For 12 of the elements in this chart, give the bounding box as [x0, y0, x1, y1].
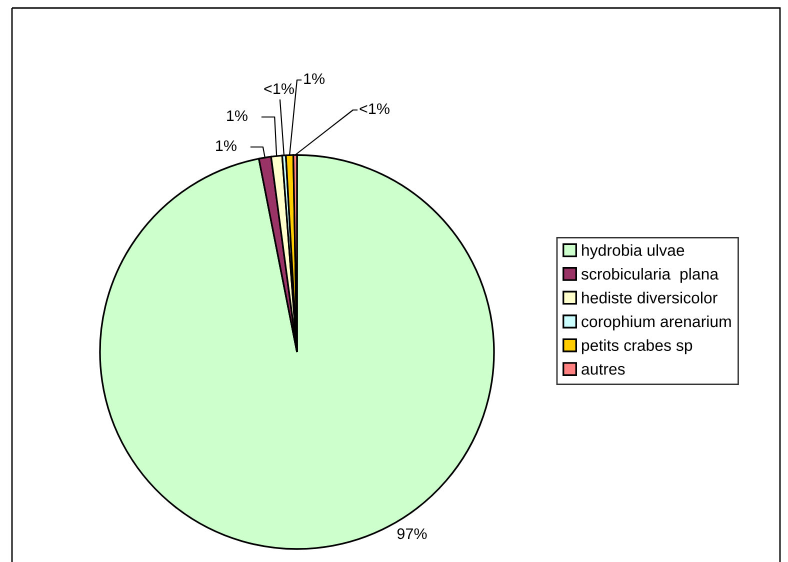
legend-label: hydrobia ulvae — [582, 244, 684, 260]
data-label: 97% — [397, 528, 427, 540]
legend-label: hediste diversicolor — [582, 292, 718, 304]
data-label: 1% — [227, 110, 248, 122]
data-label: <1% — [360, 103, 390, 114]
data-label: 1% — [304, 73, 325, 84]
data-label: 1% — [216, 140, 236, 152]
legend-label: corophium arenarium — [582, 315, 731, 330]
data-label: <1% — [264, 83, 294, 94]
legend-label: petits crabes sp — [582, 339, 692, 354]
legend-label: autres — [582, 364, 625, 375]
legend-label: scrobicularia plana — [581, 268, 719, 283]
